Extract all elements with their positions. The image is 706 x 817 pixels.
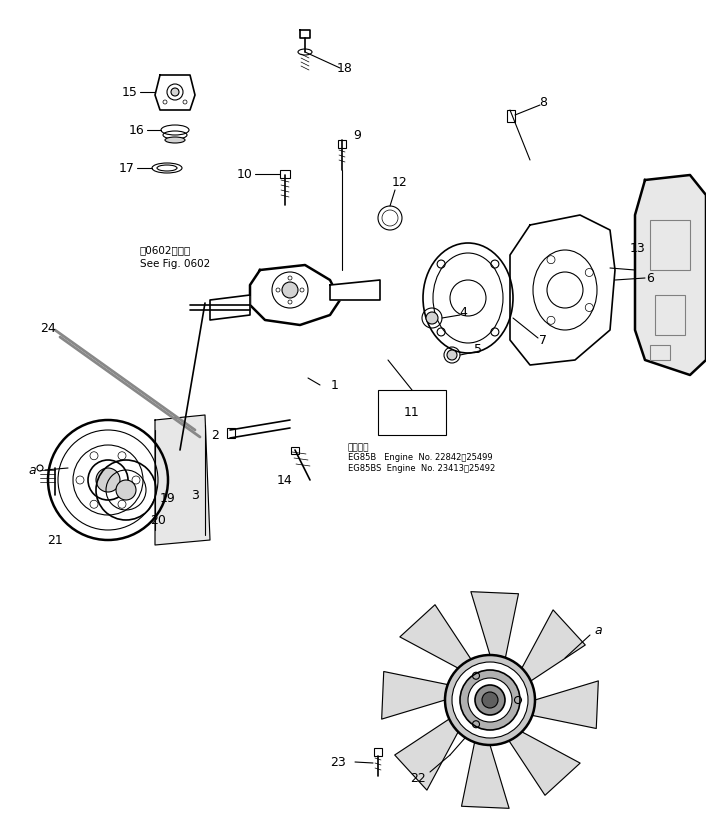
- Circle shape: [475, 685, 505, 715]
- Bar: [374, 748, 382, 756]
- Bar: [650, 345, 670, 360]
- Text: 第0602図参照: 第0602図参照: [140, 245, 191, 255]
- Circle shape: [447, 350, 457, 360]
- Text: 18: 18: [337, 61, 353, 74]
- Polygon shape: [330, 280, 380, 300]
- Bar: [378, 390, 446, 435]
- Text: 14: 14: [277, 474, 293, 486]
- Polygon shape: [382, 672, 448, 719]
- Bar: [291, 447, 299, 454]
- Polygon shape: [462, 743, 509, 808]
- Polygon shape: [395, 719, 458, 790]
- Bar: [280, 170, 290, 178]
- Polygon shape: [155, 75, 195, 110]
- Text: 11: 11: [404, 406, 420, 419]
- Circle shape: [116, 480, 136, 500]
- Circle shape: [460, 670, 520, 730]
- Bar: [227, 428, 235, 438]
- Circle shape: [482, 692, 498, 708]
- Text: 10: 10: [237, 167, 253, 181]
- Polygon shape: [635, 175, 706, 375]
- Bar: [338, 140, 346, 148]
- Text: 3: 3: [191, 489, 199, 502]
- Bar: [650, 220, 690, 270]
- Text: 24: 24: [40, 322, 56, 334]
- Text: 19: 19: [160, 492, 176, 505]
- Polygon shape: [210, 295, 250, 320]
- Polygon shape: [522, 610, 585, 681]
- Text: 21: 21: [47, 534, 63, 547]
- Text: 17: 17: [119, 162, 135, 175]
- Text: 適用号機: 適用号機: [348, 443, 369, 452]
- Text: 8: 8: [539, 96, 547, 109]
- Text: 20: 20: [150, 514, 166, 526]
- Polygon shape: [400, 605, 471, 668]
- Polygon shape: [471, 592, 518, 658]
- Text: 23: 23: [330, 756, 346, 769]
- Circle shape: [282, 282, 298, 298]
- Text: 16: 16: [129, 123, 145, 136]
- Text: 6: 6: [646, 271, 654, 284]
- Circle shape: [96, 468, 120, 492]
- Text: 1: 1: [331, 378, 339, 391]
- Polygon shape: [510, 215, 615, 365]
- Polygon shape: [250, 265, 340, 325]
- Text: 22: 22: [410, 771, 426, 784]
- Text: 5: 5: [474, 342, 482, 355]
- Text: 12: 12: [392, 176, 408, 189]
- Polygon shape: [155, 415, 210, 545]
- Polygon shape: [532, 681, 598, 729]
- Circle shape: [468, 678, 512, 722]
- Circle shape: [452, 662, 528, 738]
- Bar: [655, 295, 685, 335]
- Circle shape: [445, 655, 535, 745]
- Text: 4: 4: [459, 306, 467, 319]
- Text: 9: 9: [353, 128, 361, 141]
- Text: 7: 7: [539, 333, 547, 346]
- Ellipse shape: [165, 137, 185, 143]
- Text: See Fig. 0602: See Fig. 0602: [140, 259, 210, 269]
- Text: a: a: [594, 623, 602, 636]
- Text: a: a: [28, 463, 36, 476]
- Text: EG85B   Engine  No. 22842～25499: EG85B Engine No. 22842～25499: [348, 453, 493, 462]
- Text: EG85BS  Engine  No. 23413～25492: EG85BS Engine No. 23413～25492: [348, 464, 495, 473]
- Circle shape: [171, 88, 179, 96]
- Text: 15: 15: [122, 86, 138, 99]
- Text: 2: 2: [211, 428, 219, 441]
- Polygon shape: [509, 732, 580, 795]
- Text: 13: 13: [630, 242, 646, 255]
- Bar: [507, 110, 515, 122]
- Circle shape: [426, 312, 438, 324]
